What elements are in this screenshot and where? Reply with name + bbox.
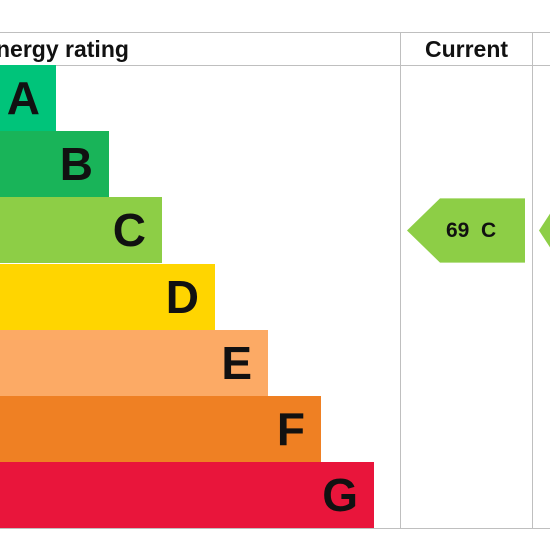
current-rating-label: 69 C: [446, 218, 497, 242]
band-g-bar: G: [0, 462, 374, 529]
current-column-header: Current: [424, 36, 509, 62]
band-f-letter: F: [276, 403, 305, 455]
band-b-letter: B: [59, 138, 93, 191]
band-d-letter: D: [165, 270, 199, 323]
table-bottom-border: [0, 528, 550, 529]
band-g-letter: G: [322, 469, 358, 522]
band-c-letter: C: [112, 204, 146, 257]
band-e-letter: E: [221, 336, 252, 389]
header-divider: [0, 65, 550, 66]
band-b-bar: B: [0, 131, 109, 198]
current-rating-arrow: [407, 198, 525, 263]
band-d-bar: D: [0, 263, 215, 330]
current-column-left-border: [400, 32, 401, 529]
potential-rating-arrow: [539, 213, 550, 248]
band-e-bar: E: [0, 329, 268, 396]
energy-rating-header: nergy rating: [0, 36, 129, 62]
band-c-bar: C: [0, 197, 162, 264]
table-top-border: [0, 32, 550, 33]
band-a-letter: A: [6, 72, 40, 124]
band-f-bar: F: [0, 396, 321, 462]
current-column-right-border: [532, 32, 533, 529]
band-a-bar: A: [0, 65, 56, 131]
